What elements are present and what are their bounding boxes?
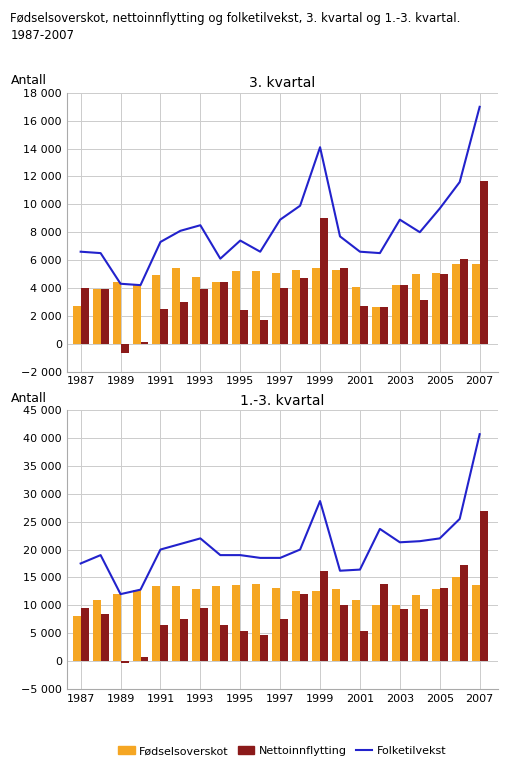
Title: 1.-3. kvartal: 1.-3. kvartal bbox=[240, 394, 324, 408]
Bar bbox=[432, 272, 440, 344]
Bar bbox=[132, 284, 141, 344]
Bar bbox=[101, 289, 109, 344]
Bar bbox=[172, 586, 181, 661]
Bar bbox=[352, 286, 360, 344]
Bar bbox=[360, 632, 368, 661]
Bar bbox=[192, 588, 201, 661]
Bar bbox=[172, 269, 181, 344]
Bar bbox=[220, 283, 228, 344]
Bar bbox=[252, 271, 260, 344]
Bar bbox=[340, 605, 348, 661]
Bar bbox=[292, 270, 300, 344]
Bar bbox=[380, 307, 388, 344]
Bar bbox=[121, 344, 129, 354]
Bar bbox=[380, 584, 388, 661]
Bar bbox=[312, 269, 320, 344]
Bar bbox=[112, 283, 121, 344]
Bar bbox=[240, 631, 248, 661]
Bar bbox=[300, 278, 308, 344]
Bar bbox=[112, 594, 121, 661]
Bar bbox=[400, 285, 408, 344]
Bar bbox=[432, 588, 440, 661]
Bar bbox=[471, 264, 480, 344]
Bar bbox=[152, 586, 161, 661]
Bar bbox=[440, 588, 448, 661]
Bar bbox=[412, 274, 420, 344]
Bar bbox=[332, 588, 340, 661]
Bar bbox=[460, 565, 468, 661]
Bar bbox=[352, 600, 360, 661]
Bar bbox=[420, 300, 428, 344]
Bar bbox=[452, 577, 460, 661]
Bar bbox=[192, 277, 201, 344]
Bar bbox=[201, 608, 208, 661]
Bar bbox=[212, 283, 220, 344]
Bar bbox=[340, 269, 348, 344]
Bar bbox=[81, 608, 89, 661]
Bar bbox=[212, 586, 220, 661]
Bar bbox=[201, 289, 208, 344]
Bar bbox=[181, 302, 188, 344]
Bar bbox=[372, 605, 380, 661]
Bar bbox=[392, 605, 400, 661]
Bar bbox=[272, 272, 280, 344]
Bar bbox=[440, 274, 448, 344]
Bar bbox=[232, 271, 240, 344]
Bar bbox=[260, 320, 268, 344]
Bar bbox=[372, 307, 380, 344]
Bar bbox=[460, 259, 468, 344]
Bar bbox=[232, 584, 240, 661]
Bar bbox=[392, 285, 400, 344]
Bar bbox=[141, 656, 148, 661]
Bar bbox=[220, 625, 228, 661]
Bar bbox=[400, 608, 408, 661]
Bar bbox=[81, 288, 89, 344]
Legend: Fødselsoverskot, Nettoinnflytting, Folketilvekst: Fødselsoverskot, Nettoinnflytting, Folke… bbox=[113, 741, 451, 761]
Bar bbox=[300, 594, 308, 661]
Bar bbox=[452, 264, 460, 344]
Bar bbox=[260, 635, 268, 661]
Bar bbox=[132, 590, 141, 661]
Bar bbox=[471, 584, 480, 661]
Bar bbox=[320, 218, 328, 344]
Bar bbox=[332, 270, 340, 344]
Text: Antall: Antall bbox=[11, 74, 47, 87]
Text: Antall: Antall bbox=[11, 392, 47, 405]
Bar bbox=[121, 661, 129, 663]
Bar bbox=[93, 600, 101, 661]
Bar bbox=[480, 511, 488, 661]
Bar bbox=[93, 289, 101, 344]
Bar bbox=[272, 588, 280, 661]
Text: Fødselsoverskot, nettoinnflytting og folketilvekst, 3. kvartal og 1.-3. kvartal.: Fødselsoverskot, nettoinnflytting og fol… bbox=[10, 12, 461, 42]
Bar bbox=[73, 306, 81, 344]
Bar bbox=[181, 619, 188, 661]
Bar bbox=[292, 591, 300, 661]
Bar bbox=[360, 306, 368, 344]
Bar bbox=[480, 180, 488, 344]
Bar bbox=[312, 591, 320, 661]
Bar bbox=[73, 616, 81, 661]
Bar bbox=[252, 584, 260, 661]
Bar bbox=[141, 342, 148, 344]
Bar bbox=[280, 619, 288, 661]
Title: 3. kvartal: 3. kvartal bbox=[249, 77, 315, 91]
Bar bbox=[320, 570, 328, 661]
Bar bbox=[280, 288, 288, 344]
Bar bbox=[412, 595, 420, 661]
Bar bbox=[240, 310, 248, 344]
Bar bbox=[161, 625, 168, 661]
Bar bbox=[152, 276, 161, 344]
Bar bbox=[161, 309, 168, 344]
Bar bbox=[420, 609, 428, 661]
Bar bbox=[101, 614, 109, 661]
